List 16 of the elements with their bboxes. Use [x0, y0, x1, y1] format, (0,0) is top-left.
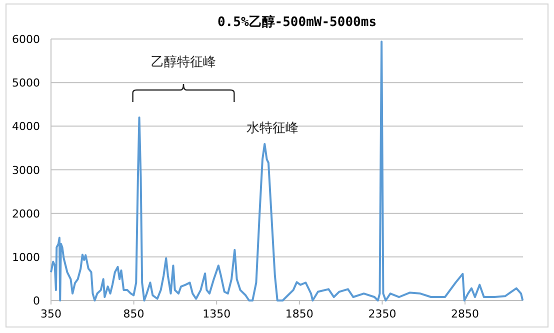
y-tick-label: 3000: [12, 164, 40, 177]
x-tick-label: 1850: [285, 308, 314, 320]
x-tick-label: 1350: [202, 308, 231, 320]
y-tick-label: 0: [33, 294, 40, 308]
chart-title: 0.5%乙醇-500mW-5000ms: [217, 14, 377, 30]
y-tick-label: 1000: [12, 250, 40, 264]
x-tick-label: 850: [123, 308, 144, 320]
y-tick-label: 6000: [12, 33, 40, 46]
x-tick-label: 350: [40, 308, 62, 320]
annotation: 乙醇特征峰: [150, 54, 216, 69]
x-tick-label: 2350: [368, 308, 396, 320]
y-tick-label: 4000: [12, 120, 40, 134]
x-tick-label: 2850: [451, 308, 480, 320]
y-tick-label: 5000: [12, 76, 40, 90]
annotation: 水特征峰: [246, 120, 299, 136]
y-tick-label: 2000: [12, 207, 40, 220]
